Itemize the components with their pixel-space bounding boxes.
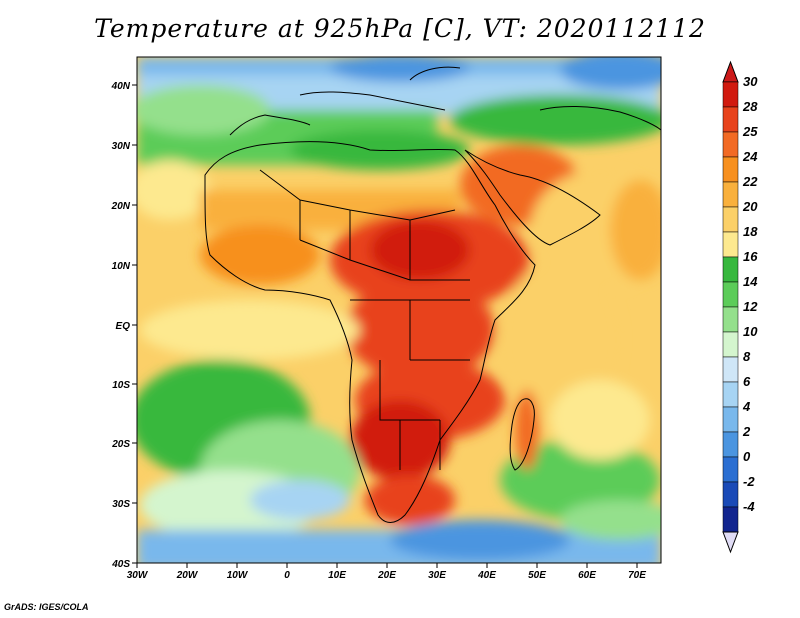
- lat-label: 40S: [111, 559, 130, 570]
- colorbar-label: 20: [742, 199, 758, 214]
- colorbar-label: 16: [743, 249, 758, 264]
- colorbar-label: 10: [743, 324, 758, 339]
- colorbar-swatch: [722, 506, 739, 533]
- colorbar-label: 24: [742, 149, 758, 164]
- colorbar-label: 8: [743, 349, 751, 364]
- colorbar-swatch: [722, 206, 739, 233]
- colorbar-label: 0: [743, 449, 751, 464]
- lon-label: 20W: [176, 570, 199, 581]
- colorbar-top-arrow: [722, 60, 739, 83]
- colorbar-swatch: [722, 281, 739, 308]
- colorbar-label: 22: [742, 174, 758, 189]
- coastlines: [204, 66, 661, 523]
- colorbar-swatch: [722, 231, 739, 258]
- temperature-field: [137, 57, 661, 563]
- lat-label: 40N: [111, 81, 131, 92]
- colorbar-label: -4: [743, 499, 755, 514]
- colorbar-label: -2: [743, 474, 755, 489]
- colorbar-label: 28: [742, 99, 758, 114]
- lon-label: 20E: [377, 570, 396, 581]
- colorbar-swatch: [722, 181, 739, 208]
- colorbar-label: 25: [742, 124, 758, 139]
- colorbar-swatch: [722, 406, 739, 433]
- colorbar-label: 18: [743, 224, 758, 239]
- colorbar-swatch: [722, 131, 739, 158]
- lon-label: 30E: [428, 570, 446, 581]
- lon-label: 10E: [328, 570, 346, 581]
- lon-label: 60E: [578, 570, 596, 581]
- colorbar-label: 14: [743, 274, 758, 289]
- latitude-axis: 40N 30N 20N 10N EQ 10S 20S 30S 40S: [111, 81, 137, 570]
- colorbar: 30 28 25 24 22 20 18 16 14 12 10 8 6 4 2…: [722, 60, 758, 554]
- lon-label: 40E: [477, 570, 496, 581]
- colorbar-labels: 30 28 25 24 22 20 18 16 14 12 10 8 6 4 2…: [742, 74, 758, 514]
- colorbar-label: 12: [743, 299, 758, 314]
- lon-label: 70E: [628, 570, 646, 581]
- lat-label: EQ: [116, 321, 131, 332]
- lat-label: 20N: [111, 201, 131, 212]
- lon-label: 30W: [127, 570, 149, 581]
- colorbar-label: 4: [742, 399, 751, 414]
- colorbar-swatch: [722, 156, 739, 183]
- plot-frame: [136, 56, 662, 564]
- colorbar-swatch: [722, 456, 739, 483]
- map-title: Temperature at 925hPa [C], VT: 202011211…: [94, 14, 706, 43]
- lat-label: 30N: [112, 141, 131, 152]
- colorbar-label: 2: [742, 424, 751, 439]
- colorbar-boxes: [722, 81, 739, 533]
- colorbar-swatch: [722, 81, 739, 108]
- lon-label: 0: [284, 570, 290, 581]
- colorbar-swatch: [722, 481, 739, 508]
- lat-label: 10S: [112, 380, 130, 391]
- lat-label: 30S: [112, 499, 130, 510]
- colorbar-swatch: [722, 381, 739, 408]
- lat-label: 20S: [111, 439, 130, 450]
- colorbar-label: 6: [743, 374, 751, 389]
- lon-label: 10W: [227, 570, 249, 581]
- colorbar-swatch: [722, 256, 739, 283]
- colorbar-swatch: [722, 106, 739, 133]
- colorbar-swatch: [722, 331, 739, 358]
- colorbar-bottom-arrow: [722, 531, 739, 554]
- longitude-axis: 30W 20W 10W 0 10E 20E 30E 40E 50E 60E 70…: [127, 563, 646, 581]
- colorbar-swatch: [722, 306, 739, 333]
- lon-label: 50E: [528, 570, 546, 581]
- colorbar-swatch: [722, 431, 739, 458]
- grads-credit: GrADS: IGES/COLA: [4, 602, 89, 612]
- colorbar-swatch: [722, 356, 739, 383]
- colorbar-label: 30: [743, 74, 758, 89]
- lat-label: 10N: [112, 261, 131, 272]
